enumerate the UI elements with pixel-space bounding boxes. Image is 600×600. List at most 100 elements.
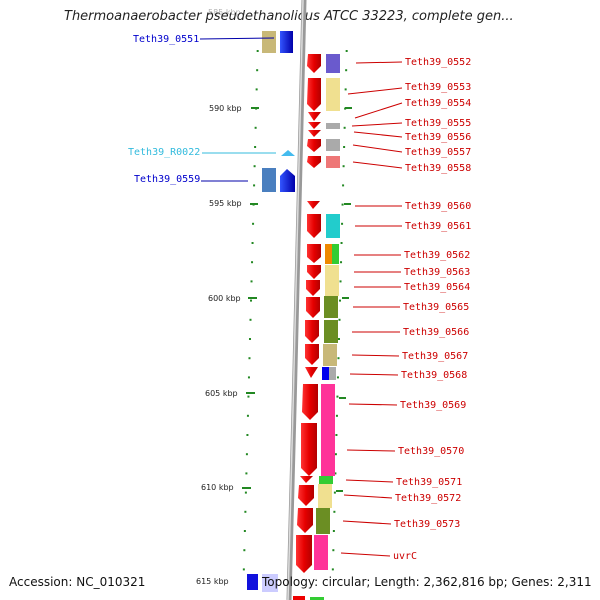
gene-arrow-0551[interactable] (280, 31, 293, 53)
gene-block-0563[interactable] (325, 265, 339, 296)
gene-block-uvrC[interactable] (314, 535, 328, 570)
gene-label-0562[interactable]: Teth39_0562 (404, 250, 470, 261)
gene-arrow-0557[interactable] (307, 139, 321, 152)
gene-block-0559[interactable] (262, 168, 276, 192)
scale-dot (334, 472, 337, 475)
scale-dot (332, 530, 335, 532)
gene-label-0561[interactable]: Teth39_0561 (405, 221, 471, 232)
gene-block-0555[interactable] (326, 123, 340, 129)
gene-arrow-0569[interactable] (302, 384, 318, 420)
gene-arrow-0570[interactable] (301, 423, 317, 476)
topology-text: Topology: circular; Length: 2,362,816 bp… (262, 575, 592, 589)
gene-arrow-0562[interactable] (307, 244, 321, 263)
gene-label-0556[interactable]: Teth39_0556 (405, 132, 471, 143)
scale-dot (252, 222, 255, 225)
gene-label-0555[interactable]: Teth39_0555 (405, 118, 471, 129)
gene-block-0567[interactable] (323, 344, 337, 366)
left-strand-genes (247, 31, 295, 592)
scale-dot (333, 510, 336, 513)
gene-arrow-0559[interactable] (280, 169, 295, 192)
gene-label-0570[interactable]: Teth39_0570 (398, 446, 464, 457)
gene-label-0553[interactable]: Teth39_0553 (405, 82, 471, 93)
right-gene-labels: Teth39_0552 Teth39_0553 Teth39_0554 Teth… (340, 57, 471, 562)
gene-block-0568b[interactable] (329, 367, 336, 380)
gene-arrow-0555[interactable] (308, 112, 321, 121)
gene-arrow-0566[interactable] (305, 320, 319, 343)
gene-block-0572[interactable] (318, 484, 332, 508)
gene-block-0565[interactable] (324, 296, 338, 318)
gene-arrow-0558[interactable] (307, 156, 321, 168)
gene-arrow-0563[interactable] (307, 265, 321, 279)
gene-label-0572[interactable]: Teth39_0572 (395, 493, 461, 504)
gene-arrow-bottom-blue[interactable] (247, 574, 258, 590)
gene-label-uvrC[interactable]: uvrC (393, 551, 417, 562)
accession-text: Accession: NC_010321 (9, 575, 146, 589)
gene-label-R0022[interactable]: Teth39_R0022 (128, 147, 200, 158)
gene-arrow-0560[interactable] (307, 201, 320, 209)
gene-label-0571[interactable]: Teth39_0571 (396, 477, 462, 488)
gene-label-0573[interactable]: Teth39_0573 (394, 519, 460, 530)
gene-arrow-0556[interactable] (308, 122, 321, 129)
gene-arrow-0565[interactable] (306, 297, 320, 318)
gene-block-0569[interactable] (321, 384, 335, 476)
gene-label-0567[interactable]: Teth39_0567 (402, 351, 468, 362)
gene-arrow-0564[interactable] (306, 280, 320, 296)
scale-dot (343, 146, 346, 148)
gene-block-0571[interactable] (319, 476, 333, 484)
scale-dot (251, 261, 254, 264)
gene-arrow-0571[interactable] (300, 476, 313, 483)
scale-dot (246, 414, 249, 417)
gene-label-0566[interactable]: Teth39_0566 (403, 327, 469, 338)
gene-block-0553[interactable] (326, 78, 340, 111)
gene-arrow-R0022[interactable] (281, 150, 295, 156)
gene-label-0564[interactable]: Teth39_0564 (404, 282, 470, 293)
gene-label-0568[interactable]: Teth39_0568 (401, 370, 467, 381)
scale-dot (340, 261, 343, 264)
gene-block-0557[interactable] (326, 139, 340, 151)
scale-dot (342, 184, 345, 187)
scale-ticks: 585 kbp 590 kbp 595 kbp 600 kbp 605 kbp … (196, 8, 352, 586)
gene-block-0566[interactable] (324, 320, 338, 343)
scale-dot (245, 472, 248, 475)
gene-block-0558[interactable] (326, 156, 340, 168)
gene-label-0559[interactable]: Teth39_0559 (134, 174, 200, 185)
gene-label-0552[interactable]: Teth39_0552 (405, 57, 471, 68)
gene-label-0557[interactable]: Teth39_0557 (405, 147, 471, 158)
gene-arrow-0572[interactable] (298, 485, 314, 506)
scale-dot (244, 491, 247, 494)
gene-label-0565[interactable]: Teth39_0565 (403, 302, 469, 313)
scale-dot (333, 491, 336, 494)
gene-arrow-0567[interactable] (305, 344, 319, 365)
gene-label-0554[interactable]: Teth39_0554 (405, 98, 471, 109)
gene-label-0558[interactable]: Teth39_0558 (405, 163, 471, 174)
gene-label-0560[interactable]: Teth39_0560 (405, 201, 471, 212)
gene-block-bottom-green[interactable] (310, 597, 324, 600)
gene-label-0551[interactable]: Teth39_0551 (133, 34, 199, 45)
gene-block-0573[interactable] (316, 508, 330, 534)
tick-610: 610 kbp (201, 483, 251, 492)
scale-dot (340, 242, 343, 244)
gene-arrow-0568[interactable] (305, 367, 318, 378)
gene-block-0562a[interactable] (325, 244, 332, 264)
scale-dot (251, 242, 254, 244)
gene-block-bottom-lavender[interactable] (262, 574, 278, 592)
scale-dot (345, 50, 348, 52)
tick-615: 615 kbp (196, 577, 229, 586)
scale-dot (253, 165, 256, 168)
gene-arrow-0553[interactable] (307, 78, 321, 111)
gene-block-0562b[interactable] (332, 244, 339, 264)
left-gene-labels: Teth39_0551 Teth39_R0022 Teth39_0559 (128, 34, 276, 185)
gene-arrow-0573[interactable] (297, 508, 313, 533)
gene-label-0569[interactable]: Teth39_0569 (400, 400, 466, 411)
gene-label-0563[interactable]: Teth39_0563 (404, 267, 470, 278)
gene-block-0561[interactable] (326, 214, 340, 238)
gene-block-bottom-red[interactable] (293, 596, 305, 600)
gene-arrow-0554[interactable] (308, 130, 321, 137)
tick-585: 585 kbp (208, 8, 241, 17)
gene-block-0568a[interactable] (322, 367, 329, 380)
gene-block-0551[interactable] (262, 31, 276, 53)
gene-arrow-0561[interactable] (307, 214, 321, 238)
gene-arrow-0552[interactable] (307, 54, 321, 73)
gene-block-0552[interactable] (326, 54, 340, 73)
gene-arrow-uvrC[interactable] (296, 535, 312, 573)
